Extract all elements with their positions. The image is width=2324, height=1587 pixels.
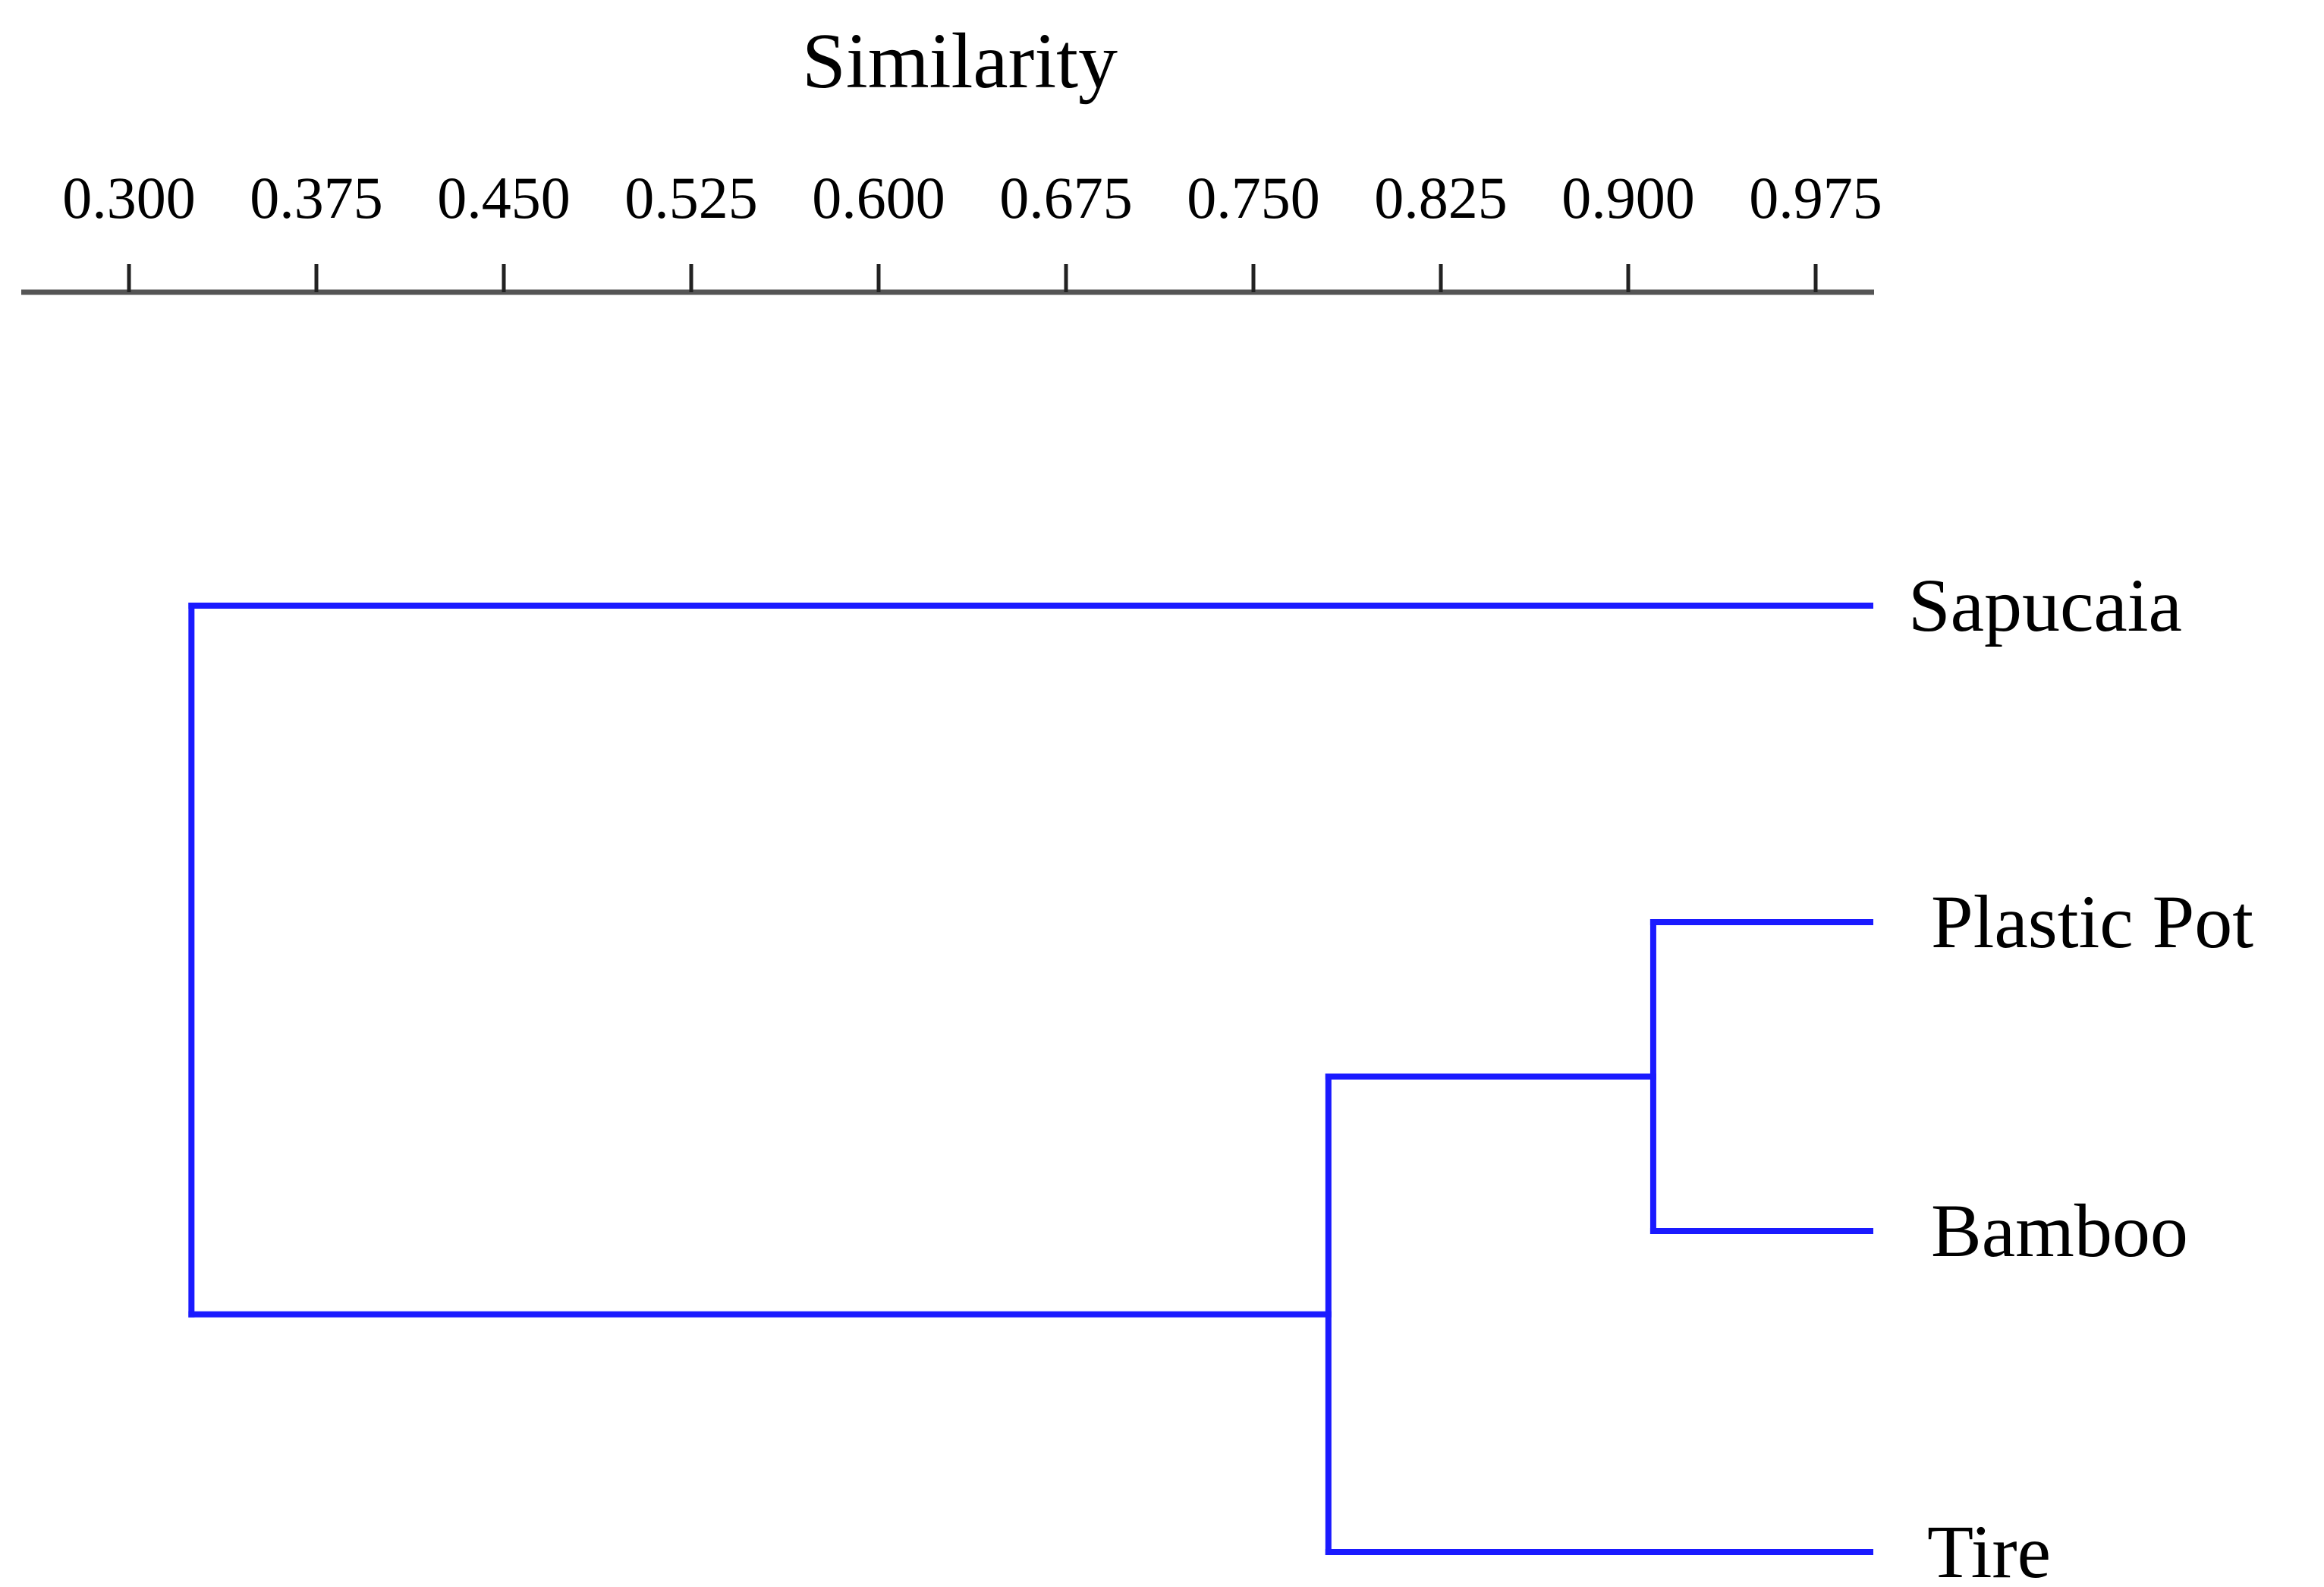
tick-label: 0.900 [1561, 165, 1695, 231]
similarity-axis: 0.300 0.375 0.450 0.525 0.600 0.675 0.750 0.825… [21, 165, 1882, 295]
tick-label: 0.975 [1749, 165, 1882, 231]
leaf-label: Sapucaia [1908, 563, 2182, 647]
tick-label: 0.525 [624, 165, 758, 231]
tick-label: 0.675 [999, 165, 1133, 231]
tick-label: 0.825 [1374, 165, 1508, 231]
tick-label: 0.450 [437, 165, 571, 231]
tick-label: 0.600 [812, 165, 945, 231]
leaf-labels: Sapucaia Plastic Pot Bamboo Tire [1908, 563, 2253, 1587]
leaf-label: Bamboo [1931, 1189, 2188, 1273]
tick-label: 0.375 [250, 165, 383, 231]
leaf-label: Plastic Pot [1931, 880, 2253, 964]
axis-title: Similarity [802, 17, 1118, 105]
dendrogram-branches [188, 603, 1873, 1555]
tick-label: 0.300 [62, 165, 196, 231]
leaf-label: Tire [1927, 1510, 2051, 1587]
tick-label: 0.750 [1187, 165, 1320, 231]
